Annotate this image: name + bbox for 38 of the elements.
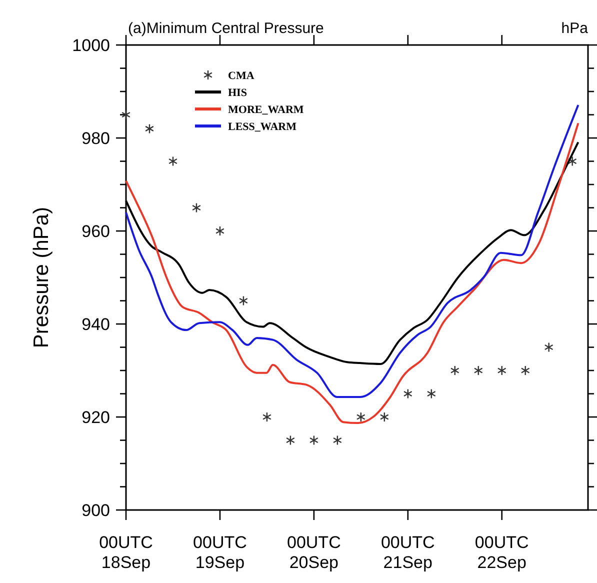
y-tick-label: 1000 (72, 36, 110, 55)
chart-title: (a)Minimum Central Pressure (128, 20, 324, 37)
point (520, 365, 530, 376)
legend-label: HIS (228, 87, 247, 99)
y-tick-label: 960 (82, 222, 110, 241)
point (497, 365, 506, 376)
point (238, 296, 248, 306)
y-axis-title: Pressure (hPa) (30, 206, 53, 348)
point (332, 435, 342, 446)
point (450, 365, 460, 376)
legend-label: CMA (228, 70, 254, 82)
point (286, 435, 295, 446)
point (192, 202, 201, 213)
chart-subtitle: hPa (561, 20, 589, 37)
y-tick-label: 980 (82, 129, 110, 148)
y-tick-label: 920 (82, 408, 110, 427)
point (144, 124, 154, 134)
legend-label: MORE_WARM (228, 104, 304, 116)
point (356, 412, 366, 422)
point (262, 412, 272, 422)
point (215, 226, 224, 236)
y-tick-label: 900 (82, 501, 110, 520)
y-tick-label: 940 (82, 315, 110, 334)
point (544, 342, 554, 352)
x-tick-label: 00UTC 22Sep (474, 533, 529, 572)
point (309, 435, 318, 446)
point (426, 388, 436, 399)
point (168, 156, 178, 166)
point (474, 365, 483, 376)
legend-label: LESS_WARM (228, 121, 298, 133)
point (122, 110, 130, 120)
point (568, 156, 577, 166)
x-tick-label: 00UTC 18Sep (99, 533, 153, 572)
x-tick-label: 00UTC 19Sep (193, 533, 247, 572)
point (380, 412, 389, 422)
point (403, 388, 412, 399)
x-tick-label: 00UTC 20Sep (287, 533, 341, 572)
x-tick-label: 00UTC 21Sep (380, 533, 435, 572)
